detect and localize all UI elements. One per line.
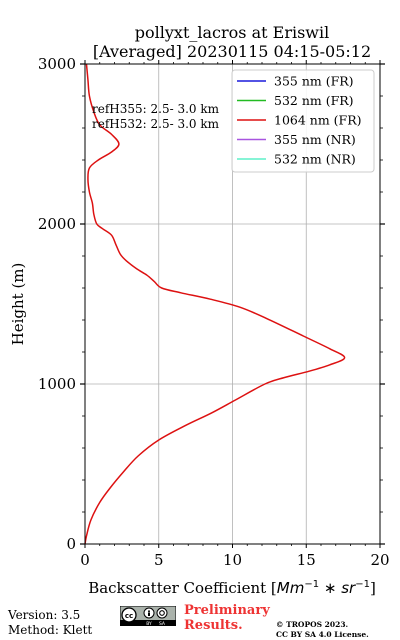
y-tick-label: 1000	[38, 375, 76, 393]
version-text: Version: 3.5	[8, 608, 81, 622]
y-axis-label: Height (m)	[9, 263, 27, 346]
cc-license-badge: cc BY SA	[120, 606, 176, 626]
x-axis-label-exp2: −1	[355, 579, 370, 590]
x-axis-label-star: ∗	[319, 579, 341, 597]
y-tick-label: 2000	[38, 215, 76, 233]
x-axis-label-exp1: −1	[304, 579, 319, 590]
preliminary-label: Preliminary Results.	[184, 603, 270, 633]
x-tick-label: 0	[80, 551, 90, 569]
copyright-line2: CC BY SA 4.0 License.	[276, 630, 369, 639]
x-axis-label-close: ]	[370, 579, 376, 597]
x-axis-label-text: Backscatter Coefficient [	[88, 579, 277, 597]
annotation-refh355: refH355: 2.5- 3.0 km	[92, 102, 220, 116]
by-icon-body	[148, 612, 150, 616]
x-tick-label: 10	[223, 551, 242, 569]
legend-entry-label: 355 nm (NR)	[274, 132, 356, 147]
x-tick-label: 20	[370, 551, 389, 569]
preliminary-line2: Results.	[184, 618, 243, 633]
by-icon-head	[148, 610, 150, 613]
series-lines	[84, 63, 346, 545]
x-axis-label: Backscatter Coefficient [Mm−1 ∗ sr−1]	[88, 579, 376, 597]
method-text: Method: Klett	[8, 623, 93, 637]
sa-icon-arrow	[159, 610, 165, 616]
annotation-refh532: refH532: 2.5- 3.0 km	[92, 117, 220, 131]
x-tick-label: 15	[297, 551, 316, 569]
y-tick-label: 0	[66, 535, 76, 553]
preliminary-line1: Preliminary	[184, 603, 270, 618]
x-axis-label-sr: sr	[341, 579, 356, 597]
x-tick-label: 5	[154, 551, 164, 569]
chart-title-line1: pollyxt_lacros at Eriswil	[135, 23, 329, 42]
cc-badge-by: BY	[146, 621, 152, 626]
x-axis-label-mm: Mm	[277, 579, 305, 597]
legend-entry-label: 532 nm (NR)	[274, 152, 356, 167]
chart-title-line2: [Averaged] 20230115 04:15-05:12	[93, 42, 371, 61]
copyright-notice: © TROPOS 2023. CC BY SA 4.0 License.	[276, 620, 369, 640]
tick-labels: 0 5 10 15 20 0 1000 2000 3000	[38, 55, 390, 569]
legend-entry-label: 355 nm (FR)	[274, 74, 354, 89]
legend-entry-label: 1064 nm (FR)	[274, 113, 362, 128]
sa-icon	[156, 607, 168, 619]
cc-badge-cc: cc	[125, 612, 133, 620]
legend: 355 nm (FR) 532 nm (FR) 1064 nm (FR) 355 nm…	[231, 69, 375, 173]
copyright-line1: © TROPOS 2023.	[276, 620, 349, 629]
cc-badge-sa: SA	[159, 621, 166, 626]
legend-box	[231, 69, 375, 173]
plot-frame	[84, 63, 381, 545]
y-tick-label: 3000	[38, 55, 76, 73]
legend-entry-label: 532 nm (FR)	[274, 93, 354, 108]
series-line-1064-nm-fr-	[84, 63, 346, 545]
cc-icon	[121, 607, 137, 623]
